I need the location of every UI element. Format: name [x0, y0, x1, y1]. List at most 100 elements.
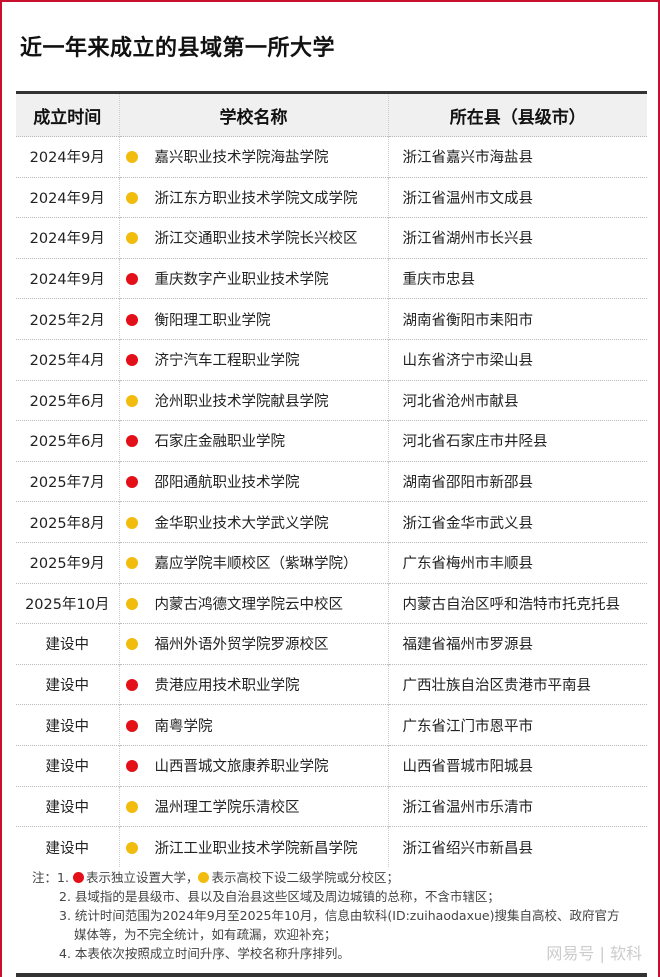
yellow-dot-icon [125, 232, 138, 245]
table-row: 建设中 浙江工业职业技术学院新昌学院 浙江省绍兴市新昌县 [16, 826, 647, 868]
table-row: 建设中 山西晋城文旅康养职业学院 山西省晋城市阳城县 [16, 744, 647, 786]
row-date: 2025年6月 [16, 420, 119, 462]
table-row: 建设中 南粤学院 广东省江门市恩平市 [16, 704, 647, 746]
table-row: 建设中 贵港应用技术职业学院 广西壮族自治区贵港市平南县 [16, 663, 647, 705]
row-location: 浙江省温州市文成县 [387, 176, 647, 218]
row-school: 贵港应用技术职业学院 [118, 663, 388, 705]
school-name: 山西晋城文旅康养职业学院 [154, 759, 329, 776]
yellow-dot-icon [125, 151, 138, 164]
row-date: 2024年9月 [16, 136, 119, 178]
row-location: 湖南省邵阳市新邵县 [387, 460, 647, 502]
row-date: 建设中 [16, 785, 119, 827]
row-location: 浙江省湖州市长兴县 [387, 217, 647, 259]
row-date: 2025年9月 [16, 541, 119, 584]
school-name: 济宁汽车工程职业学院 [154, 353, 300, 370]
row-location: 浙江省金华市武义县 [387, 501, 647, 543]
header-location: 所在县（县级市） [387, 92, 647, 137]
school-name: 邵阳通航职业技术学院 [154, 475, 300, 492]
table-row: 2024年9月 嘉兴职业技术学院海盐学院 浙江省嘉兴市海盐县 [16, 136, 647, 178]
school-name: 浙江交通职业技术学院长兴校区 [154, 231, 358, 248]
row-location: 浙江省绍兴市新昌县 [387, 826, 647, 868]
watermark: 网易号 | 软科 [546, 944, 642, 963]
school-name: 石家庄金融职业学院 [154, 434, 286, 451]
row-date: 2024年9月 [16, 176, 119, 218]
row-school: 金华职业技术大学武义学院 [118, 501, 388, 543]
row-date: 2025年8月 [16, 501, 119, 543]
row-school: 浙江交通职业技术学院长兴校区 [118, 217, 388, 259]
red-dot-icon [125, 719, 138, 732]
school-name: 浙江东方职业技术学院文成学院 [154, 190, 358, 207]
table-row: 建设中 福州外语外贸学院罗源校区 福建省福州市罗源县 [16, 623, 647, 665]
yellow-dot-icon [125, 191, 138, 204]
yellow-dot-icon [198, 872, 210, 883]
note-number: 1. [57, 870, 69, 885]
row-date: 2025年7月 [16, 460, 119, 502]
red-dot-icon [125, 679, 138, 692]
yellow-dot-icon [125, 394, 138, 407]
school-name: 浙江工业职业技术学院新昌学院 [154, 840, 358, 857]
table-row: 2025年9月 嘉应学院丰顺校区（紫琳学院） 广东省梅州市丰顺县 [16, 541, 647, 584]
header-date: 成立时间 [16, 92, 119, 137]
row-school: 山西晋城文旅康养职业学院 [118, 744, 388, 786]
yellow-dot-icon [125, 638, 138, 651]
row-date: 2024年9月 [16, 217, 119, 259]
note-3-cont: 媒体等，为不完全统计，如有疏漏，欢迎补充； [74, 927, 337, 942]
row-location: 山西省晋城市阳城县 [387, 744, 647, 786]
yellow-dot-icon [125, 516, 138, 529]
table-row: 2024年9月 浙江交通职业技术学院长兴校区 浙江省湖州市长兴县 [16, 217, 647, 259]
note-3: 3. 统计时间范围为2024年9月至2025年10月，信息由软科(ID:zuih… [59, 908, 620, 923]
red-dot-icon [125, 273, 138, 286]
row-date: 建设中 [16, 704, 119, 746]
table-row: 2024年9月 浙江东方职业技术学院文成学院 浙江省温州市文成县 [16, 176, 647, 218]
page-title: 近一年来成立的县域第一所大学 [20, 36, 336, 61]
row-school: 温州理工学院乐清校区 [118, 785, 388, 827]
school-name: 南粤学院 [154, 718, 213, 735]
school-name: 贵港应用技术职业学院 [154, 678, 300, 695]
table-row: 2025年6月 石家庄金融职业学院 河北省石家庄市井陉县 [16, 420, 647, 462]
red-dot-icon [72, 872, 84, 883]
note-4: 4. 本表依次按照成立时间升序、学校名称升序排列。 [59, 946, 350, 961]
row-date: 2025年6月 [16, 379, 119, 421]
table-row: 2025年6月 沧州职业技术学院献县学院 河北省沧州市献县 [16, 379, 647, 421]
row-school: 南粤学院 [118, 704, 388, 746]
school-name: 福州外语外贸学院罗源校区 [154, 637, 329, 654]
row-location: 广东省梅州市丰顺县 [387, 541, 647, 584]
table-row: 2025年8月 金华职业技术大学武义学院 浙江省金华市武义县 [16, 501, 647, 543]
red-dot-icon [125, 476, 138, 489]
school-name: 内蒙古鸿德文理学院云中校区 [154, 596, 344, 613]
red-dot-icon [125, 354, 138, 367]
row-location: 广西壮族自治区贵港市平南县 [387, 663, 647, 705]
universities-table: 成立时间 学校名称 所在县（县级市） 2024年9月 嘉兴职业技术学院海盐学院 … [16, 91, 647, 868]
school-name: 沧州职业技术学院献县学院 [154, 393, 329, 410]
row-date: 建设中 [16, 826, 119, 868]
table-row: 2025年10月 内蒙古鸿德文理学院云中校区 内蒙古自治区呼和浩特市托克托县 [16, 582, 647, 624]
row-location: 浙江省嘉兴市海盐县 [387, 136, 647, 178]
row-location: 浙江省温州市乐清市 [387, 785, 647, 827]
row-school: 内蒙古鸿德文理学院云中校区 [118, 582, 388, 624]
school-name: 重庆数字产业职业技术学院 [154, 272, 329, 289]
red-dot-icon [125, 313, 138, 326]
row-date: 2024年9月 [16, 257, 119, 299]
row-school: 衡阳理工职业学院 [118, 298, 388, 340]
notes: 注：1. 表示独立设置大学， 表示高校下设二级学院或分校区； 2. 县域指的是县级… [16, 868, 647, 963]
row-school: 重庆数字产业职业技术学院 [118, 257, 388, 299]
row-school: 嘉兴职业技术学院海盐学院 [118, 136, 388, 178]
row-school: 石家庄金融职业学院 [118, 420, 388, 462]
table-row: 建设中 温州理工学院乐清校区 浙江省温州市乐清市 [16, 785, 647, 827]
row-date: 2025年10月 [16, 582, 119, 624]
table-row: 2025年2月 衡阳理工职业学院 湖南省衡阳市耒阳市 [16, 298, 647, 340]
yellow-dot-icon [125, 597, 138, 610]
row-location: 湖南省衡阳市耒阳市 [387, 298, 647, 340]
row-school: 福州外语外贸学院罗源校区 [118, 623, 388, 665]
yellow-dot-icon [125, 800, 138, 813]
row-school: 浙江工业职业技术学院新昌学院 [118, 826, 388, 868]
row-school: 嘉应学院丰顺校区（紫琳学院） [118, 541, 388, 584]
row-location: 河北省沧州市献县 [387, 379, 647, 421]
row-location: 山东省济宁市梁山县 [387, 338, 647, 381]
row-school: 邵阳通航职业技术学院 [118, 460, 388, 502]
row-location: 广东省江门市恩平市 [387, 704, 647, 746]
red-dot-icon [125, 435, 138, 448]
notes-prefix: 注： [32, 870, 58, 885]
note-1b: 表示高校下设二级学院或分校区； [211, 870, 399, 885]
